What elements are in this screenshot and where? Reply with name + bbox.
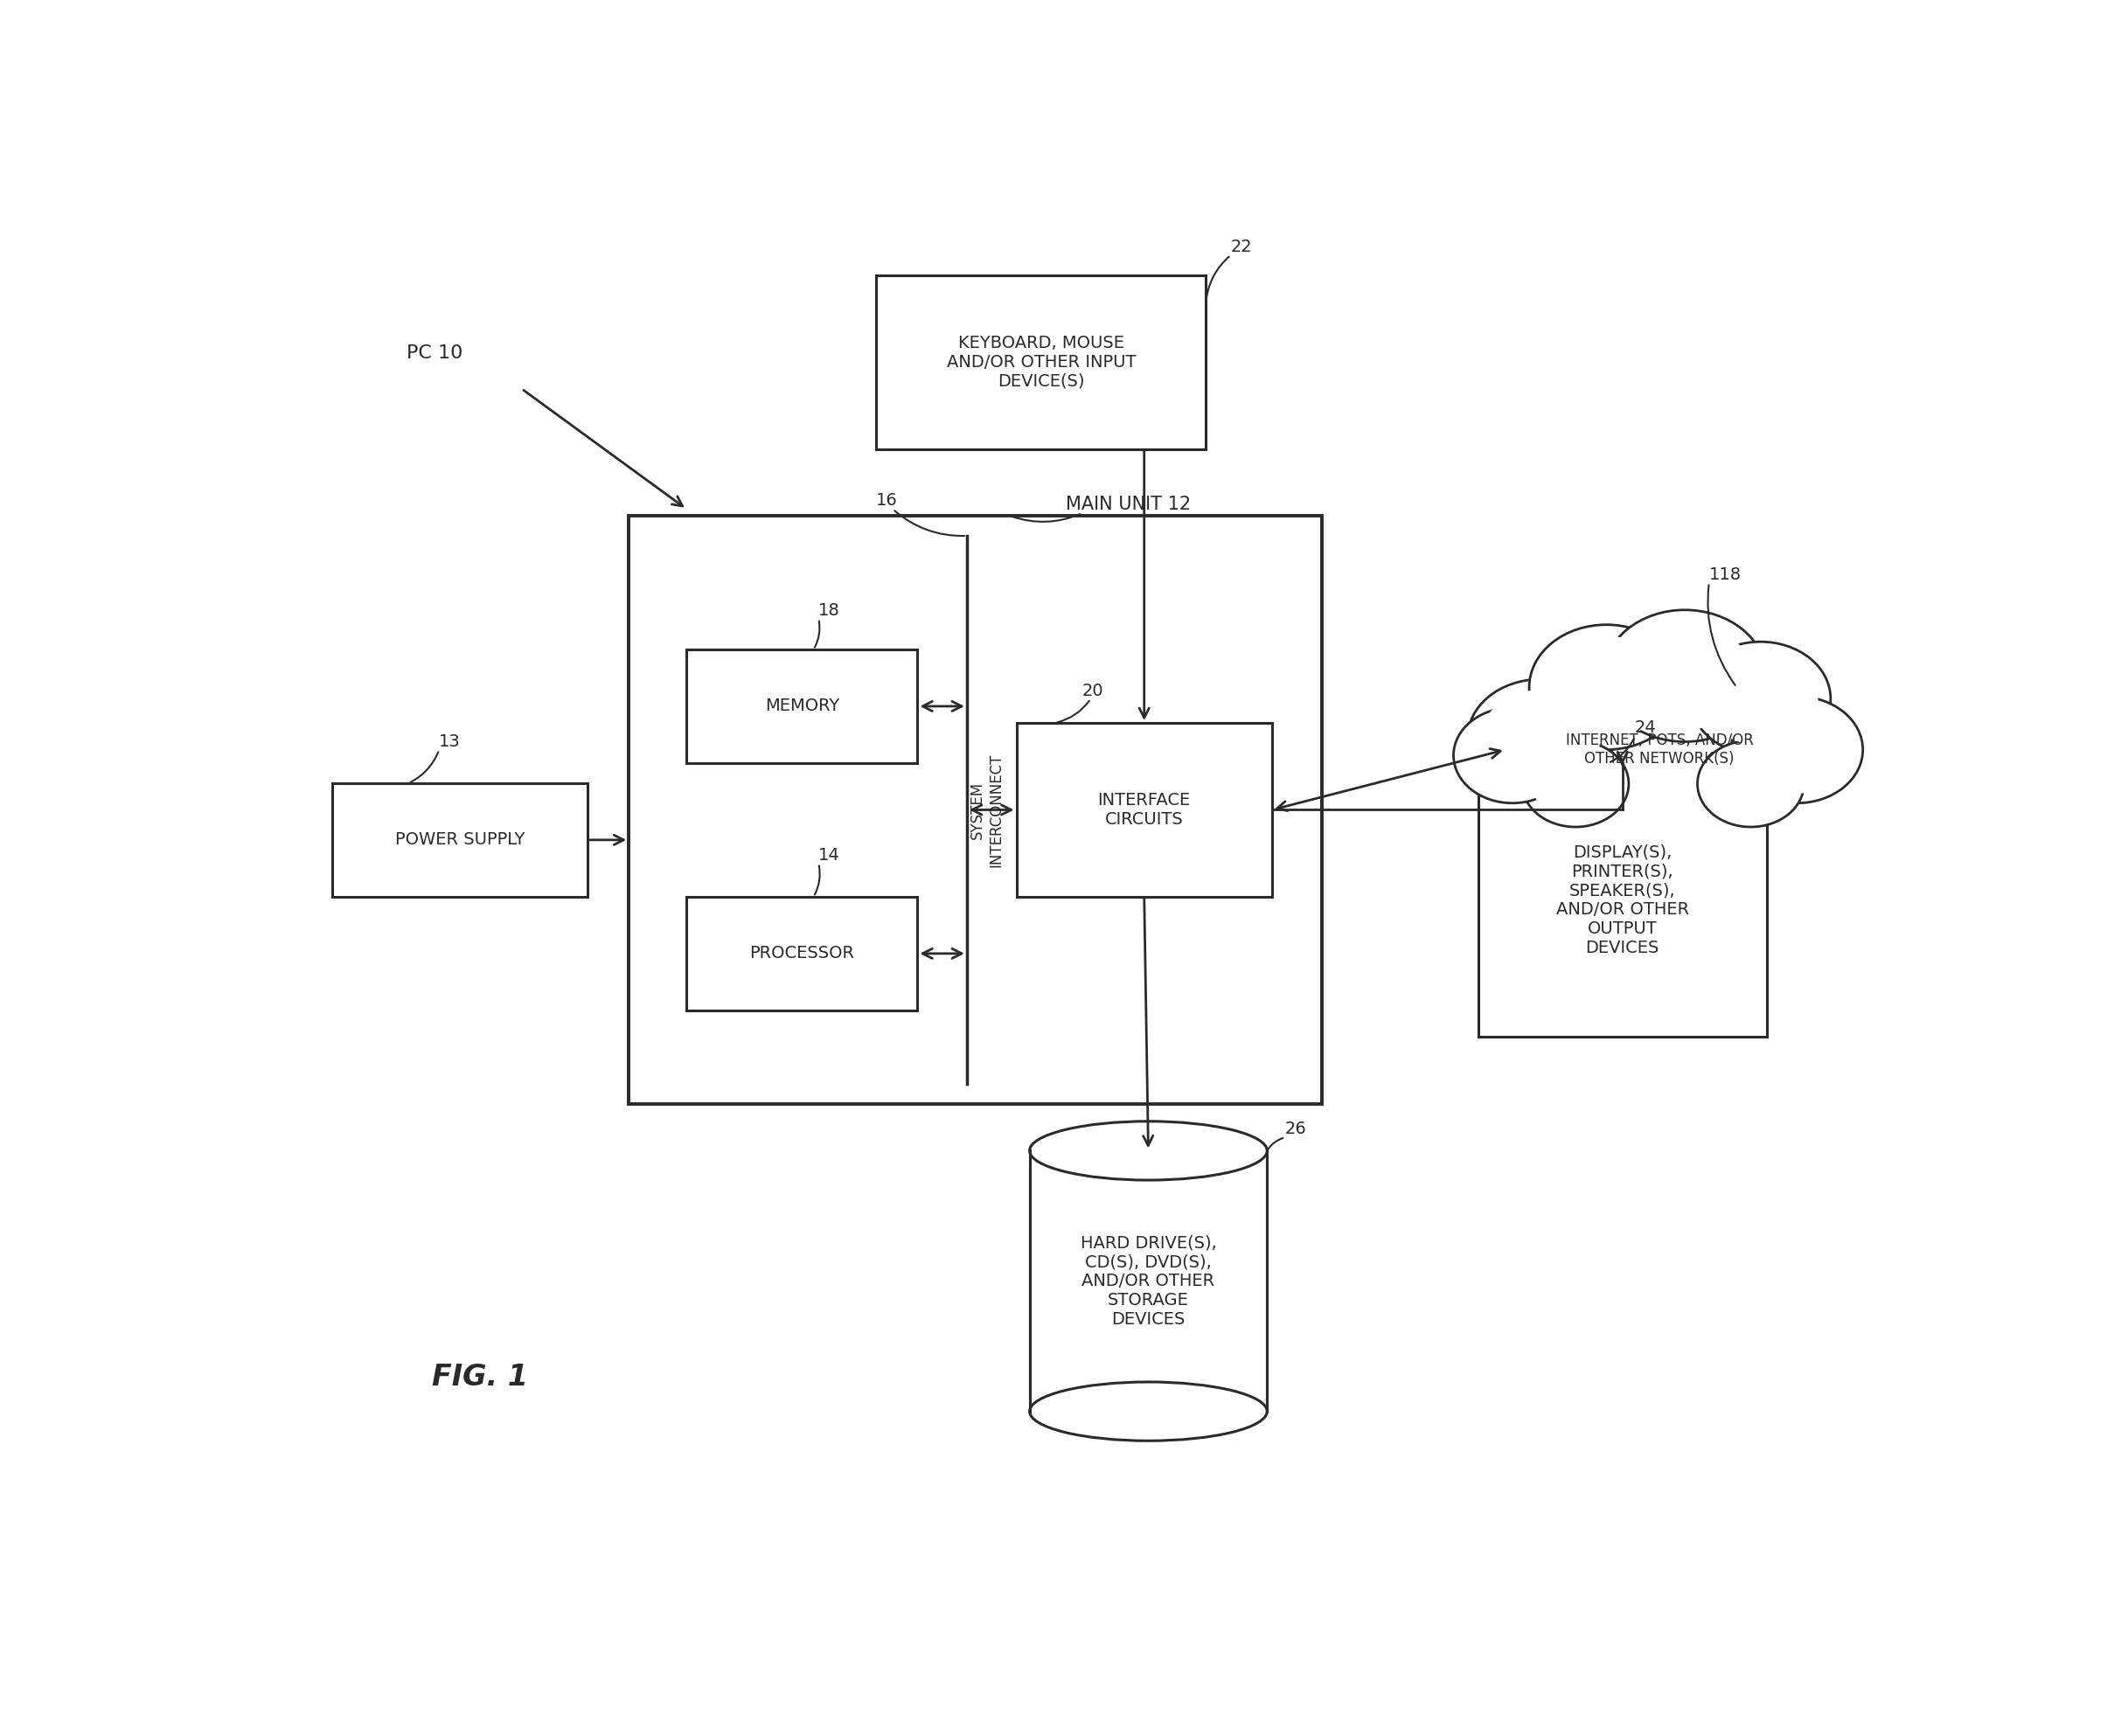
Circle shape <box>1522 741 1628 826</box>
Bar <box>630 516 1321 1104</box>
Circle shape <box>1617 621 1751 729</box>
Circle shape <box>1707 748 1794 819</box>
Text: KEYBOARD, MOUSE
AND/OR OTHER INPUT
DEVICE(S): KEYBOARD, MOUSE AND/OR OTHER INPUT DEVIC… <box>947 335 1136 389</box>
Bar <box>687 898 917 1010</box>
Text: 16: 16 <box>877 493 898 509</box>
Ellipse shape <box>1030 1121 1266 1180</box>
Circle shape <box>1730 696 1862 804</box>
Bar <box>1479 764 1766 1036</box>
Circle shape <box>1468 679 1613 797</box>
Circle shape <box>1605 609 1766 741</box>
Text: PROCESSOR: PROCESSOR <box>749 944 855 962</box>
Circle shape <box>1530 625 1683 750</box>
Text: 14: 14 <box>819 847 841 863</box>
Text: POWER SUPPLY: POWER SUPPLY <box>396 832 526 849</box>
Ellipse shape <box>1030 1382 1266 1441</box>
Text: INTERNET, POTS, AND/OR
OTHER NETWORK(S): INTERNET, POTS, AND/OR OTHER NETWORK(S) <box>1566 733 1753 767</box>
Text: FIG. 1: FIG. 1 <box>432 1363 528 1391</box>
Circle shape <box>1464 717 1560 795</box>
Text: MEMORY: MEMORY <box>764 698 838 715</box>
Bar <box>1017 722 1273 898</box>
Text: 26: 26 <box>1285 1121 1307 1137</box>
Text: SYSTEM
INTERCONNECT: SYSTEM INTERCONNECT <box>970 753 1004 866</box>
Text: INTERFACE
CIRCUITS: INTERFACE CIRCUITS <box>1098 792 1192 828</box>
Circle shape <box>1543 635 1670 738</box>
Circle shape <box>1532 748 1619 819</box>
Text: 18: 18 <box>819 602 841 618</box>
Circle shape <box>1481 689 1600 786</box>
Circle shape <box>1541 653 1779 845</box>
Circle shape <box>1453 708 1570 804</box>
Circle shape <box>1743 707 1851 793</box>
Bar <box>877 274 1207 450</box>
Circle shape <box>1690 642 1830 755</box>
Text: HARD DRIVE(S),
CD(S), DVD(S),
AND/OR OTHER
STORAGE
DEVICES: HARD DRIVE(S), CD(S), DVD(S), AND/OR OTH… <box>1081 1234 1217 1328</box>
Text: MAIN UNIT 12: MAIN UNIT 12 <box>1066 495 1192 514</box>
Text: 118: 118 <box>1709 566 1741 583</box>
Circle shape <box>1702 653 1817 745</box>
Text: 20: 20 <box>1083 682 1104 700</box>
Text: 13: 13 <box>438 733 462 750</box>
Text: 24: 24 <box>1634 720 1656 736</box>
Bar <box>1030 1151 1266 1411</box>
Bar <box>332 783 587 898</box>
Circle shape <box>1698 741 1805 826</box>
Text: DISPLAY(S),
PRINTER(S),
SPEAKER(S),
AND/OR OTHER
OUTPUT
DEVICES: DISPLAY(S), PRINTER(S), SPEAKER(S), AND/… <box>1556 844 1690 957</box>
Text: 22: 22 <box>1230 238 1253 255</box>
Bar <box>687 649 917 764</box>
Text: PC 10: PC 10 <box>406 344 462 363</box>
